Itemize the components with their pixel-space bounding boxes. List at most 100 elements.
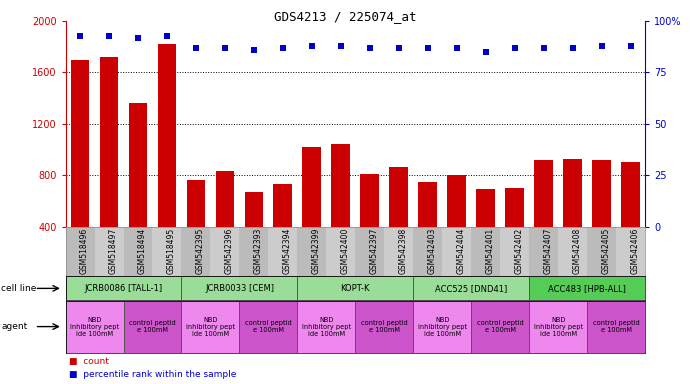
Bar <box>66 227 95 276</box>
Text: GSM542394: GSM542394 <box>283 228 292 275</box>
Point <box>277 45 288 51</box>
Bar <box>297 276 413 300</box>
Text: NBD
inhibitory pept
ide 100mM: NBD inhibitory pept ide 100mM <box>70 316 119 337</box>
Bar <box>471 227 500 276</box>
Bar <box>413 276 529 300</box>
Text: GSM542397: GSM542397 <box>370 228 379 275</box>
Text: GDS4213 / 225074_at: GDS4213 / 225074_at <box>274 10 416 23</box>
Text: GSM542396: GSM542396 <box>225 228 234 275</box>
Bar <box>297 227 326 276</box>
Bar <box>331 144 351 278</box>
Bar <box>587 227 616 276</box>
Bar <box>66 301 124 353</box>
Bar <box>66 276 181 300</box>
Bar <box>563 159 582 278</box>
Text: agent: agent <box>1 322 28 331</box>
Point <box>161 32 172 38</box>
Bar <box>326 227 355 276</box>
Point <box>306 43 317 49</box>
Bar <box>302 147 322 278</box>
Bar <box>558 227 587 276</box>
Point <box>132 35 144 41</box>
Bar <box>124 227 152 276</box>
Point <box>104 32 115 38</box>
Bar <box>273 184 293 278</box>
Bar <box>268 227 297 276</box>
Bar <box>500 227 529 276</box>
Text: NBD
inhibitory pept
ide 100mM: NBD inhibitory pept ide 100mM <box>186 316 235 337</box>
Bar <box>297 301 355 353</box>
Bar <box>239 301 297 353</box>
Bar <box>418 182 437 278</box>
Bar <box>529 301 587 353</box>
Text: GSM542408: GSM542408 <box>573 228 582 274</box>
Point <box>596 43 607 49</box>
Text: GSM542398: GSM542398 <box>399 228 408 274</box>
Text: GSM542393: GSM542393 <box>254 228 263 275</box>
Text: GSM542404: GSM542404 <box>457 228 466 275</box>
Point <box>422 45 433 51</box>
Point <box>480 49 491 55</box>
Point <box>248 47 259 53</box>
Bar <box>181 301 239 353</box>
Text: GSM542405: GSM542405 <box>602 228 611 275</box>
Bar <box>471 301 529 353</box>
Bar <box>95 227 124 276</box>
Text: ■  count: ■ count <box>69 357 109 366</box>
Bar <box>124 301 181 353</box>
Text: ACC483 [HPB-ALL]: ACC483 [HPB-ALL] <box>549 284 626 293</box>
Bar <box>186 180 206 278</box>
Point <box>451 45 462 51</box>
Point <box>509 45 520 51</box>
Text: NBD
inhibitory pept
ide 100mM: NBD inhibitory pept ide 100mM <box>533 316 583 337</box>
Point <box>190 45 201 51</box>
Bar <box>360 174 380 278</box>
Text: ACC525 [DND41]: ACC525 [DND41] <box>435 284 507 293</box>
Text: GSM542406: GSM542406 <box>631 228 640 275</box>
Text: GSM518494: GSM518494 <box>138 228 147 274</box>
Text: ■  percentile rank within the sample: ■ percentile rank within the sample <box>69 370 237 379</box>
Bar <box>476 189 495 278</box>
Bar <box>413 301 471 353</box>
Bar <box>442 227 471 276</box>
Bar <box>152 227 181 276</box>
Bar <box>616 227 645 276</box>
Bar <box>355 301 413 353</box>
Bar <box>389 167 408 278</box>
Bar <box>244 192 264 278</box>
Point <box>219 45 230 51</box>
Bar <box>529 276 645 300</box>
Bar <box>529 227 558 276</box>
Text: GSM542395: GSM542395 <box>196 228 205 275</box>
Text: control peptid
e 100mM: control peptid e 100mM <box>361 320 408 333</box>
Point <box>538 45 549 51</box>
Point <box>567 45 578 51</box>
Bar <box>239 227 268 276</box>
Point <box>625 43 636 49</box>
Bar <box>621 162 640 278</box>
Bar <box>534 160 553 278</box>
Text: cell line: cell line <box>1 284 37 293</box>
Text: GSM518497: GSM518497 <box>109 228 118 274</box>
Text: GSM542400: GSM542400 <box>341 228 350 275</box>
Text: JCRB0086 [TALL-1]: JCRB0086 [TALL-1] <box>84 284 163 293</box>
Text: GSM542407: GSM542407 <box>544 228 553 275</box>
Bar <box>355 227 384 276</box>
Text: control peptid
e 100mM: control peptid e 100mM <box>477 320 524 333</box>
Text: GSM518496: GSM518496 <box>80 228 89 274</box>
Text: control peptid
e 100mM: control peptid e 100mM <box>129 320 176 333</box>
Bar <box>181 276 297 300</box>
Text: GSM542399: GSM542399 <box>312 228 321 275</box>
Bar <box>592 160 611 278</box>
Bar <box>99 57 119 278</box>
Text: KOPT-K: KOPT-K <box>341 284 370 293</box>
Text: GSM518495: GSM518495 <box>167 228 176 274</box>
Text: NBD
inhibitory pept
ide 100mM: NBD inhibitory pept ide 100mM <box>417 316 467 337</box>
Bar <box>215 171 235 278</box>
Text: control peptid
e 100mM: control peptid e 100mM <box>593 320 640 333</box>
Bar <box>587 301 645 353</box>
Text: GSM542403: GSM542403 <box>428 228 437 275</box>
Bar <box>157 44 177 278</box>
Bar <box>413 227 442 276</box>
Text: JCRB0033 [CEM]: JCRB0033 [CEM] <box>205 284 274 293</box>
